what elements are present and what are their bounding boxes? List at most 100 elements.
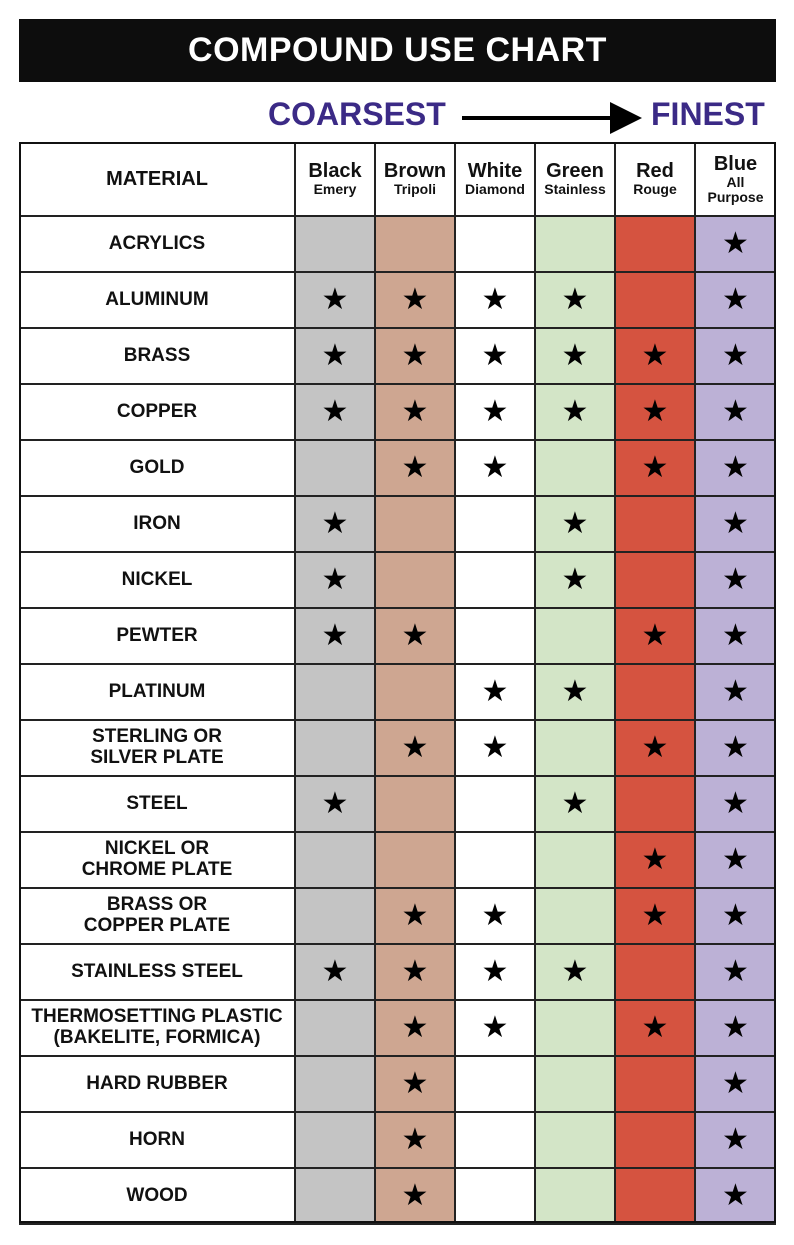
star-icon: ★ <box>401 955 429 988</box>
column-divider <box>614 142 616 1223</box>
star-icon: ★ <box>561 339 589 372</box>
material-label: ALUMINUM <box>105 288 209 310</box>
material-label: STEEL <box>126 792 188 814</box>
star-icon: ★ <box>481 1011 509 1044</box>
star-icon: ★ <box>561 283 589 316</box>
star-icon: ★ <box>641 843 669 876</box>
star-icon: ★ <box>722 227 749 260</box>
material-label: BRASS <box>123 344 191 366</box>
row-divider <box>19 215 776 217</box>
material-label: THERMOSETTING PLASTIC (BAKELITE, FORMICA… <box>31 1006 283 1048</box>
column-header-name: Blue <box>713 152 758 175</box>
row-divider <box>19 439 776 441</box>
material-label: HORN <box>129 1128 185 1150</box>
scale-coarsest-label: COARSEST <box>268 96 446 132</box>
material-label: IRON <box>133 512 181 534</box>
row-divider <box>19 327 776 329</box>
star-icon: ★ <box>722 675 749 708</box>
star-icon: ★ <box>722 843 749 876</box>
star-icon: ★ <box>481 899 509 932</box>
material-label: NICKEL <box>121 568 193 590</box>
star-icon: ★ <box>401 1067 429 1100</box>
column-header-name: White <box>467 160 523 183</box>
row-divider <box>19 663 776 665</box>
material-label: STERLING OR SILVER PLATE <box>90 726 224 768</box>
star-icon: ★ <box>641 899 669 932</box>
column-header-subtitle: Tripoli <box>394 181 436 198</box>
material-label: ACRYLICS <box>108 232 206 254</box>
column-divider <box>374 142 376 1223</box>
star-icon: ★ <box>722 563 749 596</box>
star-icon: ★ <box>481 395 509 428</box>
star-icon: ★ <box>641 451 669 484</box>
star-icon: ★ <box>722 899 749 932</box>
star-icon: ★ <box>641 1011 669 1044</box>
row-divider <box>19 1111 776 1113</box>
material-label: PEWTER <box>116 624 198 646</box>
column-divider <box>294 142 296 1223</box>
star-icon: ★ <box>561 507 589 540</box>
star-icon: ★ <box>722 619 749 652</box>
star-icon: ★ <box>401 899 429 932</box>
column-header-name: Red <box>636 160 674 183</box>
material-label: BRASS OR COPPER PLATE <box>83 894 231 936</box>
star-icon: ★ <box>641 339 669 372</box>
column-header-white: White Diamond <box>455 142 535 216</box>
row-divider <box>19 999 776 1001</box>
star-icon: ★ <box>722 339 749 372</box>
star-icon: ★ <box>722 451 749 484</box>
row-divider <box>19 607 776 609</box>
star-icon: ★ <box>401 339 429 372</box>
column-header-name: Black <box>308 160 362 183</box>
column-header-subtitle: Stainless <box>544 181 606 198</box>
star-icon: ★ <box>321 787 349 820</box>
star-icon: ★ <box>481 675 509 708</box>
star-icon: ★ <box>321 955 349 988</box>
column-header-subtitle: Rouge <box>633 181 677 198</box>
star-icon: ★ <box>401 619 429 652</box>
star-icon: ★ <box>722 395 749 428</box>
star-icon: ★ <box>722 787 749 820</box>
row-divider <box>19 1055 776 1057</box>
star-icon: ★ <box>641 731 669 764</box>
star-icon: ★ <box>722 1067 749 1100</box>
material-label: NICKEL OR CHROME PLATE <box>81 838 233 880</box>
column-header-name: Green <box>546 160 604 183</box>
table-border <box>19 142 776 1223</box>
star-icon: ★ <box>321 507 349 540</box>
material-label: COPPER <box>116 400 198 422</box>
star-icon: ★ <box>722 731 749 764</box>
star-icon: ★ <box>722 507 749 540</box>
star-icon: ★ <box>561 787 589 820</box>
star-icon: ★ <box>722 1011 749 1044</box>
star-icon: ★ <box>481 339 509 372</box>
row-divider <box>19 831 776 833</box>
star-icon: ★ <box>722 955 749 988</box>
row-divider <box>19 551 776 553</box>
star-icon: ★ <box>401 283 429 316</box>
row-divider <box>19 719 776 721</box>
star-icon: ★ <box>722 1123 749 1156</box>
column-header-subtitle: Emery <box>313 181 357 198</box>
star-icon: ★ <box>401 731 429 764</box>
row-divider <box>19 1223 776 1225</box>
material-column-header: MATERIAL <box>106 167 208 190</box>
star-icon: ★ <box>561 395 589 428</box>
column-header-name: Brown <box>383 160 447 183</box>
column-divider <box>694 142 696 1223</box>
column-header-red: Red Rouge <box>615 142 695 216</box>
star-icon: ★ <box>561 675 589 708</box>
star-icon: ★ <box>561 955 589 988</box>
scale-finest-label: FINEST <box>651 96 765 132</box>
column-header-blue: Blue All Purpose <box>695 142 776 216</box>
material-label: STAINLESS STEEL <box>71 960 243 982</box>
coarseness-scale: COARSEST FINEST <box>0 88 794 140</box>
star-icon: ★ <box>481 283 509 316</box>
material-label: WOOD <box>126 1184 188 1206</box>
material-label: PLATINUM <box>108 680 206 702</box>
star-icon: ★ <box>321 563 349 596</box>
star-icon: ★ <box>401 1123 429 1156</box>
chart-title: COMPOUND USE CHART <box>19 19 776 82</box>
star-icon: ★ <box>401 451 429 484</box>
material-label: GOLD <box>129 456 185 478</box>
